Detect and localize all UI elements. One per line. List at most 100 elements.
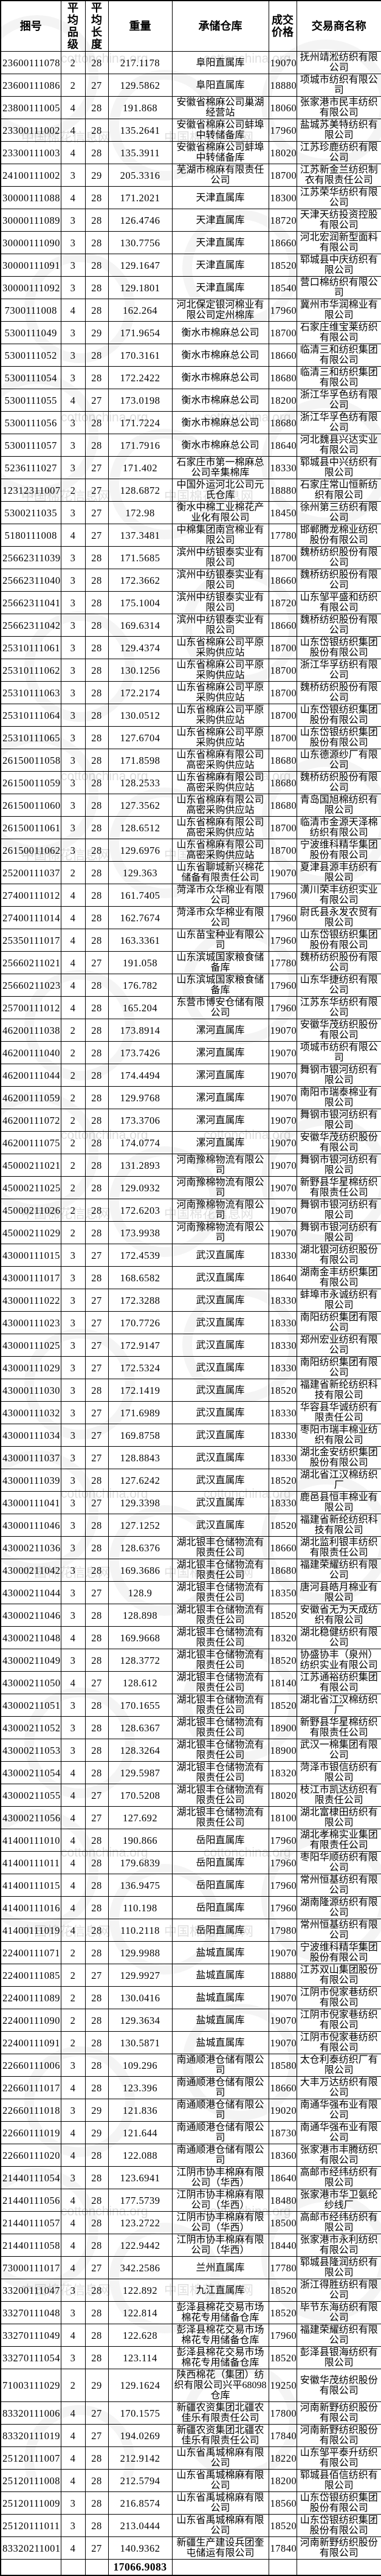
cell-avg-length: 28 (84, 141, 109, 164)
cell-weight: 130.1256 (108, 659, 173, 682)
cell-trader-name: 天津天纺投资控股有限公司 (296, 209, 381, 232)
cell-weight: 179.6839 (108, 1851, 173, 1874)
cell-bale-no: 43000211046 (0, 1604, 61, 1627)
table-row: 41400111015 4 28 136.9475 岳阳直属库 17960 常州恒基纺织有限… (0, 1874, 381, 1897)
cell-deal-price: 19070 (268, 1109, 297, 1132)
cell-avg-length: 28 (84, 1086, 109, 1109)
cell-deal-price: 17960 (268, 1874, 297, 1897)
cell-warehouse: 湖北银丰仓储物流有限责任公司 (171, 1784, 269, 1807)
cell-deal-price: 18330 (268, 1424, 297, 1447)
cell-bale-no: 83320211001 (0, 2536, 61, 2560)
table-row: 43000211052 3 28 128.6367 湖北银丰仓储物流有限责任公司 1890… (0, 1716, 381, 1739)
cell-weight: 127.3562 (108, 794, 173, 817)
cell-warehouse: 南通顺港仓储有限公司 (171, 2054, 269, 2077)
cell-weight: 168.6582 (108, 1266, 173, 1289)
cell-avg-length: 27 (84, 1401, 109, 1424)
table-row: 30000111091 3 28 129.1647 天津直属库 18520 郓城县中庆纺织有… (0, 254, 381, 277)
cell-trader-name: 山东德源纱厂有限公司 (296, 749, 381, 772)
cell-weight: 165.204 (108, 996, 173, 1019)
table-row: 21440111054 3 28 123.6941 江阴市协丰棉麻有限公司（华西） 186… (0, 2166, 381, 2189)
cell-warehouse: 阜阳直属库 (171, 74, 269, 97)
cell-deal-price: 17840 (268, 2424, 297, 2447)
cell-weight: 173.9938 (108, 1221, 173, 1244)
cell-avg-length: 28 (84, 1176, 109, 1199)
cell-avg-length: 28 (84, 659, 109, 682)
cell-avg-grade: 3 (60, 456, 86, 479)
cell-avg-length: 28 (84, 254, 109, 277)
cell-avg-length: 28 (84, 209, 109, 232)
cell-bale-no: 43000211048 (0, 1626, 61, 1649)
cell-avg-grade: 4 (60, 2076, 86, 2099)
cell-warehouse: 彭泽县棉花交易市场棉花专用储备仓库 (171, 2346, 269, 2369)
cell-avg-length: 28 (84, 1604, 109, 1627)
cell-trader-name: 江阴市倪家巷纺织有限公司 (296, 2031, 381, 2054)
cell-deal-price: 17840 (268, 2536, 297, 2560)
cell-deal-price: 19070 (268, 1154, 297, 1177)
table-row: 22400111090 2 28 129.3634 盐城直属库 19070 江阴市倪家巷纺织… (0, 2009, 381, 2032)
cell-avg-grade: 3 (60, 726, 86, 749)
cell-warehouse: 漯河直属库 (171, 1019, 269, 1042)
cell-avg-grade: 3 (60, 614, 86, 637)
cell-weight: 129.1647 (108, 254, 173, 277)
cell-avg-grade: 4 (60, 2144, 86, 2167)
cell-avg-length: 28 (84, 1041, 109, 1064)
cell-deal-price: 17960 (268, 929, 297, 952)
cell-avg-grade: 4 (60, 951, 86, 974)
cell-avg-grade: 4 (60, 1761, 86, 1784)
cell-avg-length: 27 (84, 1244, 109, 1267)
cell-warehouse: 安徽省棉麻公司蚌埠中转储备库 (171, 141, 269, 164)
cell-avg-grade: 3 (60, 411, 86, 434)
cell-trader-name: 舞钢市银河纺织有限公司 (296, 1064, 381, 1087)
cell-bale-no: 23300111002 (0, 119, 61, 142)
cell-deal-price: 18520 (268, 2301, 297, 2324)
cell-trader-name: 舞钢市银河纺织有限公司 (296, 1154, 381, 1177)
cell-bale-no: 43000111032 (0, 1401, 61, 1424)
cell-avg-length: 27 (84, 1424, 109, 1447)
cell-warehouse: 湖北银丰仓储物流有限责任公司 (171, 1694, 269, 1717)
cell-trader-name: 魏桥纺织股份有限公司 (296, 681, 381, 704)
cell-trader-name: 山东岱银纺织集团股份有限公司 (296, 726, 381, 749)
cell-avg-grade: 2 (60, 2031, 86, 2054)
cell-deal-price: 19070 (268, 51, 297, 74)
cell-avg-length: 28 (84, 996, 109, 1019)
cell-avg-grade: 4 (60, 141, 86, 164)
cell-deal-price: 18700 (268, 321, 297, 344)
cell-avg-length: 28 (84, 1716, 109, 1739)
cell-bale-no: 27400111014 (0, 906, 61, 929)
col-header-avg-length: 平均长度 (84, 0, 109, 52)
table-row: 5300111054 3 28 172.2422 衡水市棉麻总公司 18680 临清三和纺织… (0, 366, 381, 389)
cell-deal-price: 18330 (268, 1244, 297, 1267)
cell-avg-length: 28 (84, 1514, 109, 1537)
total-weight: 17066.9083 (108, 2559, 173, 2575)
cell-avg-length: 27 (84, 951, 109, 974)
cell-avg-length: 28 (84, 1829, 109, 1852)
cell-avg-length: 28 (84, 1694, 109, 1717)
table-row: 45000211029 2 28 173.9938 河南豫棉物流有限公司 19070 舞钢市… (0, 1221, 381, 1244)
cell-avg-length: 28 (84, 1919, 109, 1942)
table-row: 43000211050 4 27 128.612 湖北银丰仓储物流有限责任公司 18140… (0, 1671, 381, 1694)
cell-avg-grade: 2 (60, 1154, 86, 1177)
cell-weight: 172.4539 (108, 1244, 173, 1267)
cell-warehouse: 衡水中棉工业棉花产业化有限公司 (171, 501, 269, 524)
cell-avg-length: 27 (84, 389, 109, 412)
cell-weight: 123.2722 (108, 2211, 173, 2234)
cell-bale-no: 22400111091 (0, 2031, 61, 2054)
cell-weight: 129.363 (108, 861, 173, 884)
cell-trader-name: 山东岱银纺织集团股份有限公司 (296, 2491, 381, 2515)
cell-avg-grade: 3 (60, 1311, 86, 1334)
cell-weight: 175.1004 (108, 591, 173, 614)
cell-trader-name: 浙江得胜纺织有限公司 (296, 2279, 381, 2302)
cell-avg-grade: 3 (60, 704, 86, 727)
cell-deal-price: 18520 (268, 254, 297, 277)
cell-trader-name: 魏桥纺织股份有限公司 (296, 771, 381, 794)
cell-weight: 109.296 (108, 2054, 173, 2077)
cell-trader-name: 太仓利泰纺织厂有限公司 (296, 2054, 381, 2077)
cell-bale-no: 30000111088 (0, 186, 61, 209)
cell-deal-price: 17960 (268, 299, 297, 322)
table-row: 43000111025 3 27 172.9147 武汉直属库 18330 郑州宏业纺织有限… (0, 1334, 381, 1357)
cell-trader-name: 营口棉纺织有限公司 (296, 276, 381, 299)
cell-deal-price: 19070 (268, 1199, 297, 1222)
cell-warehouse: 天津直属库 (171, 276, 269, 299)
cell-warehouse: 安徽省棉麻公司蚌埠中转储备库 (171, 119, 269, 142)
cell-deal-price: 18880 (268, 479, 297, 502)
